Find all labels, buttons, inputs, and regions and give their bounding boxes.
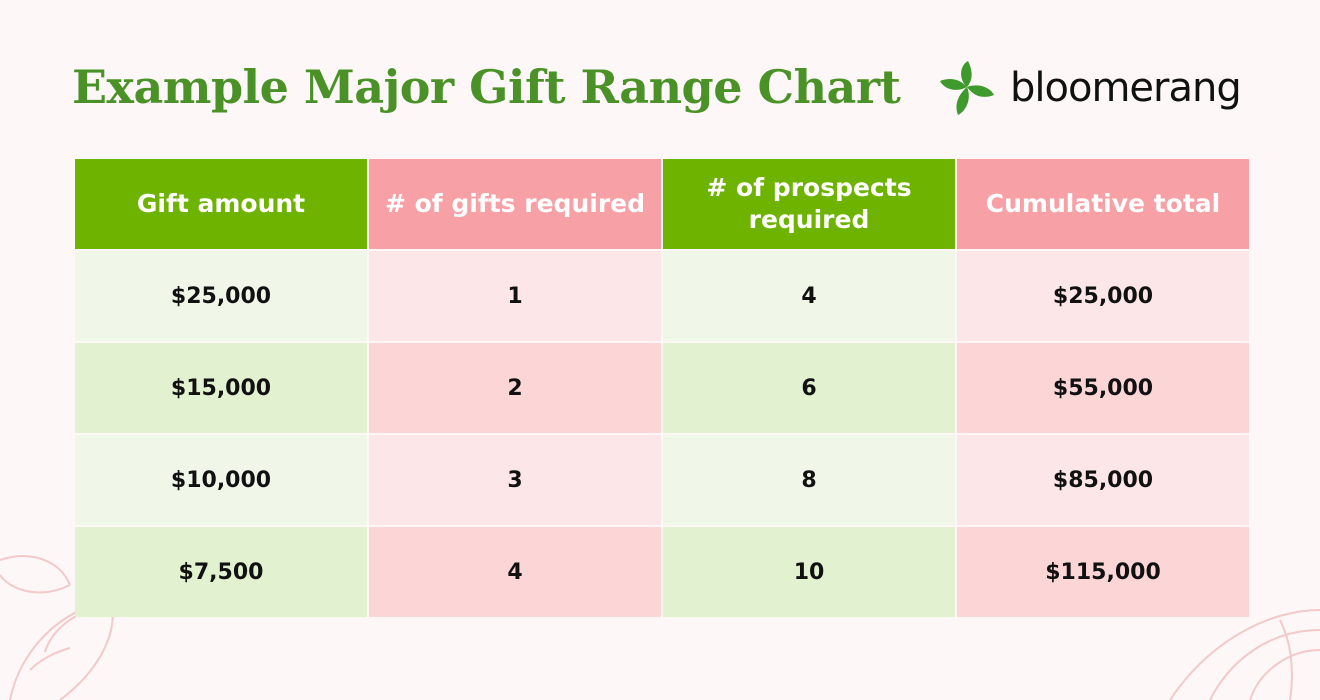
table-row: $15,000 2 6 $55,000: [75, 343, 1249, 433]
table-row: $25,000 1 4 $25,000: [75, 251, 1249, 341]
column-header-cumulative-total: Cumulative total: [957, 159, 1249, 249]
page-title: Example Major Gift Range Chart: [72, 60, 901, 114]
cell-gifts-required: 1: [369, 251, 661, 341]
column-header-prospects-required: # of prospects required: [663, 159, 955, 249]
column-header-gifts-required: # of gifts required: [369, 159, 661, 249]
cell-gift-amount: $15,000: [75, 343, 367, 433]
cell-cumulative-total: $55,000: [957, 343, 1249, 433]
cell-gifts-required: 2: [369, 343, 661, 433]
cell-gift-amount: $7,500: [75, 527, 367, 617]
table-row: $7,500 4 10 $115,000: [75, 527, 1249, 617]
cell-gifts-required: 3: [369, 435, 661, 525]
cell-cumulative-total: $85,000: [957, 435, 1249, 525]
column-header-gift-amount: Gift amount: [75, 159, 367, 249]
logo-wordmark: bloomerang: [1010, 65, 1242, 111]
cell-gift-amount: $25,000: [75, 251, 367, 341]
leaf-pinwheel-icon: [940, 61, 994, 115]
cell-gifts-required: 4: [369, 527, 661, 617]
cell-prospects-required: 10: [663, 527, 955, 617]
cell-gift-amount: $10,000: [75, 435, 367, 525]
cell-cumulative-total: $115,000: [957, 527, 1249, 617]
cell-prospects-required: 6: [663, 343, 955, 433]
bloomerang-logo: bloomerang: [938, 56, 1242, 120]
leaf-decoration-right: [1169, 609, 1320, 700]
gift-range-table: Gift amount # of gifts required # of pro…: [73, 157, 1251, 619]
table-row: $10,000 3 8 $85,000: [75, 435, 1249, 525]
cell-cumulative-total: $25,000: [957, 251, 1249, 341]
table-header-row: Gift amount # of gifts required # of pro…: [75, 159, 1249, 249]
cell-prospects-required: 8: [663, 435, 955, 525]
cell-prospects-required: 4: [663, 251, 955, 341]
column-header-prospects-required-label: # of prospects required: [706, 173, 912, 234]
